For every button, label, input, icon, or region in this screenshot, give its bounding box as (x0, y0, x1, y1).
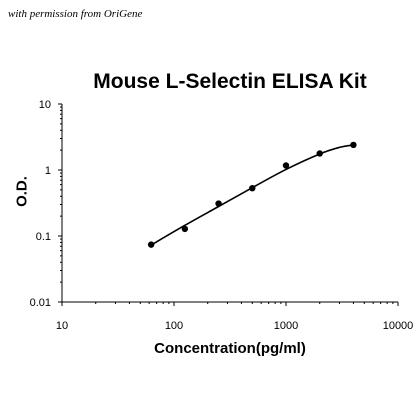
y-tick-label: 0.1 (36, 231, 51, 243)
data-point (316, 150, 323, 157)
permission-credit: with permission from OriGene (8, 8, 143, 20)
x-tick-label: 10000 (383, 320, 414, 332)
x-tick-label: 1000 (274, 320, 298, 332)
data-point (215, 200, 222, 207)
data-point (282, 162, 290, 169)
data-point (181, 225, 189, 233)
x-axis-label: Concentration(pg/ml) (154, 340, 306, 357)
y-tick-label: 1 (45, 165, 51, 177)
x-tick-label: 10 (56, 320, 68, 332)
data-point (249, 184, 256, 192)
plot-axes: 0.01 0.1 1 10 10 100 1000 10000 (30, 99, 414, 332)
data-points-layer (147, 141, 357, 248)
data-point (147, 241, 155, 248)
y-tick-label: 0.01 (30, 297, 51, 309)
y-tick-label: 10 (39, 99, 51, 111)
data-point (350, 141, 357, 149)
fit-curve-line (150, 144, 354, 246)
fit-curve-layer (150, 144, 354, 246)
chart-title: Mouse L-Selectin ELISA Kit (93, 70, 367, 93)
x-tick-label: 100 (165, 320, 183, 332)
